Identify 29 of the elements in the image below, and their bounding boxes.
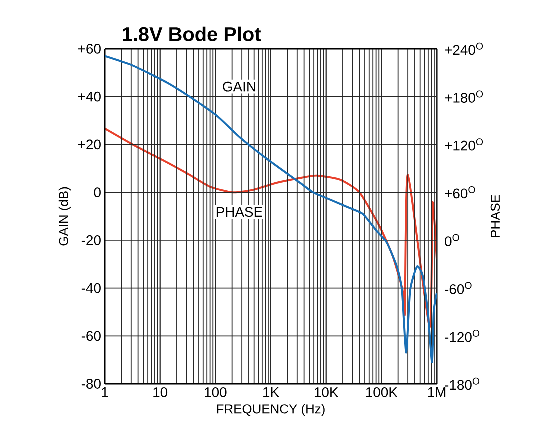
y-tick-label: -20 [82, 235, 101, 246]
y-tick-label: -80 [82, 379, 101, 389]
x-tick-label: 1K [264, 388, 280, 398]
x-tick-label: 10 [154, 388, 168, 398]
x-tick-label: 100K [366, 388, 398, 398]
x-axis-title: FREQUENCY (Hz) [217, 404, 325, 416]
x-tick-label: 1M [428, 388, 446, 398]
y-tick-label: +60 [78, 44, 101, 54]
y2-tick-label: +240$^{O}$ [445, 42, 484, 56]
annotation: GAIN [223, 82, 256, 92]
y-axis-title: GAIN (dB) [58, 187, 71, 246]
x-tick-label: 10K [314, 388, 339, 398]
y2-tick-label: +120$^{O}$ [445, 138, 484, 151]
y-tick-label: +20 [78, 140, 101, 150]
y-tick-label: -60 [82, 331, 101, 342]
annotation: PHASE [216, 207, 263, 218]
y-tick-label: +40 [78, 92, 101, 102]
y2-tick-label: 0$^{O}$ [445, 234, 460, 247]
y2-axis-title: PHASE [490, 195, 500, 238]
x-tick-label: 1 [102, 388, 108, 398]
x-tick-label: 100 [205, 388, 227, 398]
y2-tick-label: +180$^{O}$ [445, 90, 484, 103]
y2-tick-label: -180$^{O}$ [445, 378, 480, 390]
y-tick-label: -40 [82, 283, 101, 294]
y2-tick-label: -120$^{O}$ [445, 330, 480, 342]
y2-tick-label: +60$^{O}$ [445, 186, 476, 199]
y2-tick-label: -60$^{O}$ [445, 282, 472, 294]
y-tick-label: 0 [94, 188, 101, 198]
chart-title: 1.8V Bode Plot [123, 26, 262, 42]
